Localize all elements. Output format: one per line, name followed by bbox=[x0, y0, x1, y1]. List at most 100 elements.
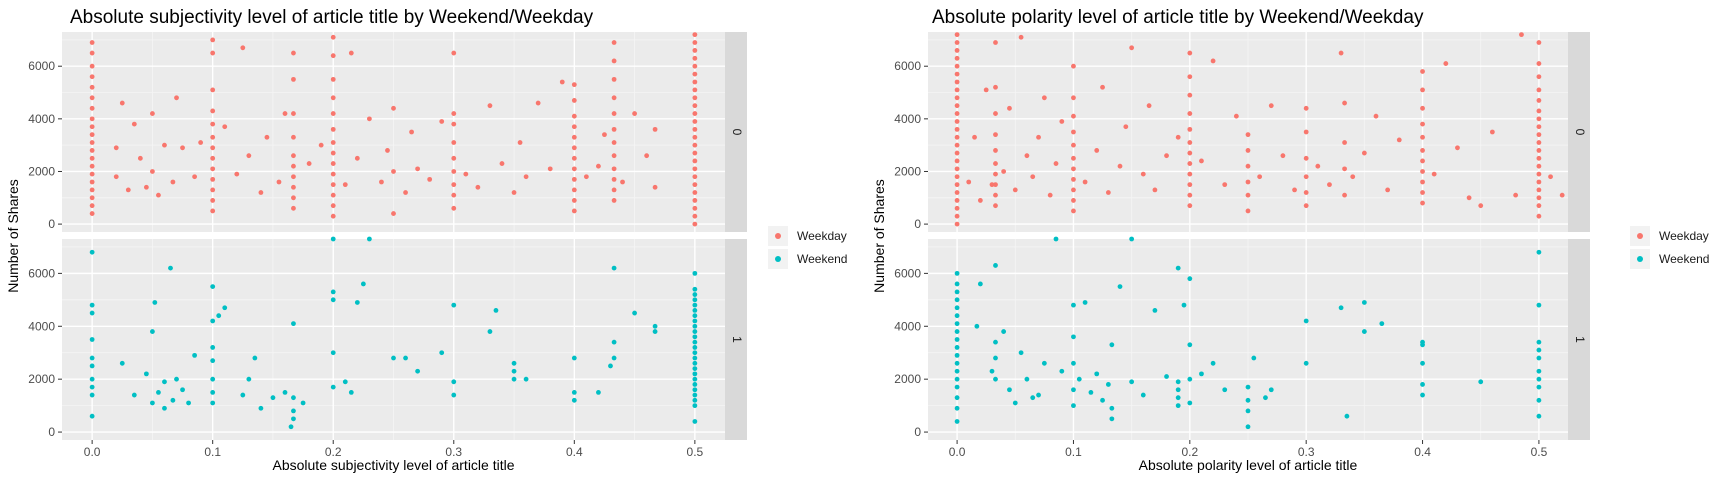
data-point bbox=[1175, 379, 1181, 385]
chart-title: Absolute subjectivity level of article t… bbox=[70, 7, 594, 28]
data-point bbox=[652, 323, 658, 329]
data-point bbox=[571, 187, 577, 193]
data-point bbox=[611, 153, 617, 159]
data-point bbox=[611, 355, 617, 361]
data-point bbox=[156, 389, 161, 395]
data-point bbox=[1082, 179, 1088, 185]
data-point bbox=[1187, 171, 1193, 177]
data-point bbox=[611, 111, 617, 116]
data-point bbox=[1187, 376, 1193, 382]
data-point bbox=[954, 63, 960, 69]
data-point bbox=[210, 284, 216, 290]
data-point bbox=[954, 345, 960, 350]
legend-label: Weekday bbox=[797, 229, 847, 243]
data-point bbox=[451, 379, 457, 385]
data-point bbox=[1396, 137, 1402, 143]
data-point bbox=[439, 350, 445, 356]
data-point bbox=[571, 82, 577, 88]
data-point bbox=[1303, 203, 1309, 209]
data-point bbox=[330, 161, 336, 166]
data-point bbox=[451, 111, 457, 116]
data-point bbox=[409, 129, 414, 135]
y-tick-label: 4000 bbox=[894, 319, 921, 333]
data-point bbox=[330, 203, 336, 209]
data-point bbox=[1175, 395, 1181, 401]
data-point bbox=[89, 392, 95, 398]
data-point bbox=[993, 263, 998, 268]
chart-2: Absolute polarity level of article title… bbox=[871, 7, 1709, 473]
data-point bbox=[652, 184, 658, 190]
data-point bbox=[977, 281, 983, 287]
data-point bbox=[692, 95, 698, 101]
x-tick-label: 0.1 bbox=[1065, 445, 1082, 459]
data-point bbox=[954, 368, 960, 374]
data-point bbox=[954, 150, 960, 156]
data-point bbox=[993, 182, 998, 188]
data-point bbox=[611, 166, 617, 172]
data-point bbox=[523, 174, 529, 180]
data-point bbox=[993, 355, 998, 361]
data-point bbox=[1024, 376, 1030, 382]
data-point bbox=[1303, 174, 1309, 180]
data-point bbox=[692, 190, 698, 195]
data-point bbox=[1187, 342, 1193, 348]
data-point bbox=[571, 397, 577, 403]
data-point bbox=[186, 400, 191, 406]
facet-panel-0: 0 2000 4000 6000 0 bbox=[894, 32, 1590, 232]
data-point bbox=[415, 368, 421, 374]
data-point bbox=[993, 339, 998, 345]
data-point bbox=[291, 163, 296, 169]
y-tick-label: 6000 bbox=[894, 59, 921, 73]
data-point bbox=[644, 153, 650, 159]
data-point bbox=[954, 87, 960, 93]
data-point bbox=[451, 205, 457, 211]
data-point bbox=[1536, 413, 1542, 419]
data-point bbox=[1105, 382, 1111, 387]
facet-strip bbox=[725, 32, 747, 232]
data-point bbox=[131, 392, 137, 398]
series-weekend-points bbox=[954, 236, 1542, 430]
data-point bbox=[692, 419, 698, 424]
data-point bbox=[1175, 265, 1181, 271]
data-point bbox=[692, 355, 698, 361]
data-point bbox=[954, 321, 960, 327]
data-point bbox=[1187, 182, 1193, 188]
data-point bbox=[89, 195, 95, 201]
data-point bbox=[168, 265, 173, 271]
data-point bbox=[1420, 105, 1425, 111]
data-point bbox=[1268, 387, 1274, 393]
data-point bbox=[1245, 384, 1251, 390]
data-point bbox=[330, 76, 336, 82]
data-point bbox=[348, 389, 354, 395]
data-point bbox=[487, 329, 493, 334]
legend-label: Weekend bbox=[797, 252, 847, 266]
data-point bbox=[692, 134, 698, 140]
data-point bbox=[1245, 179, 1251, 185]
data-point bbox=[692, 111, 698, 116]
data-point bbox=[692, 387, 698, 393]
data-point bbox=[1350, 174, 1356, 180]
data-point bbox=[1187, 50, 1193, 56]
data-point bbox=[198, 140, 204, 145]
data-point bbox=[571, 208, 577, 214]
data-point bbox=[692, 270, 698, 276]
data-point bbox=[1245, 397, 1251, 403]
data-point bbox=[210, 37, 216, 43]
data-point bbox=[210, 145, 216, 151]
data-point bbox=[1342, 166, 1347, 172]
data-point bbox=[692, 313, 698, 319]
chart-1: Absolute subjectivity level of article t… bbox=[5, 7, 847, 473]
data-point bbox=[1536, 148, 1542, 153]
data-point bbox=[451, 140, 457, 145]
data-point bbox=[1536, 163, 1542, 169]
data-point bbox=[427, 176, 433, 182]
data-point bbox=[954, 297, 960, 303]
data-point bbox=[1071, 360, 1076, 366]
data-point bbox=[993, 203, 998, 209]
data-point bbox=[1024, 153, 1030, 159]
data-point bbox=[1088, 389, 1094, 395]
data-point bbox=[1109, 416, 1115, 422]
data-point bbox=[89, 140, 95, 145]
data-point bbox=[608, 363, 613, 369]
